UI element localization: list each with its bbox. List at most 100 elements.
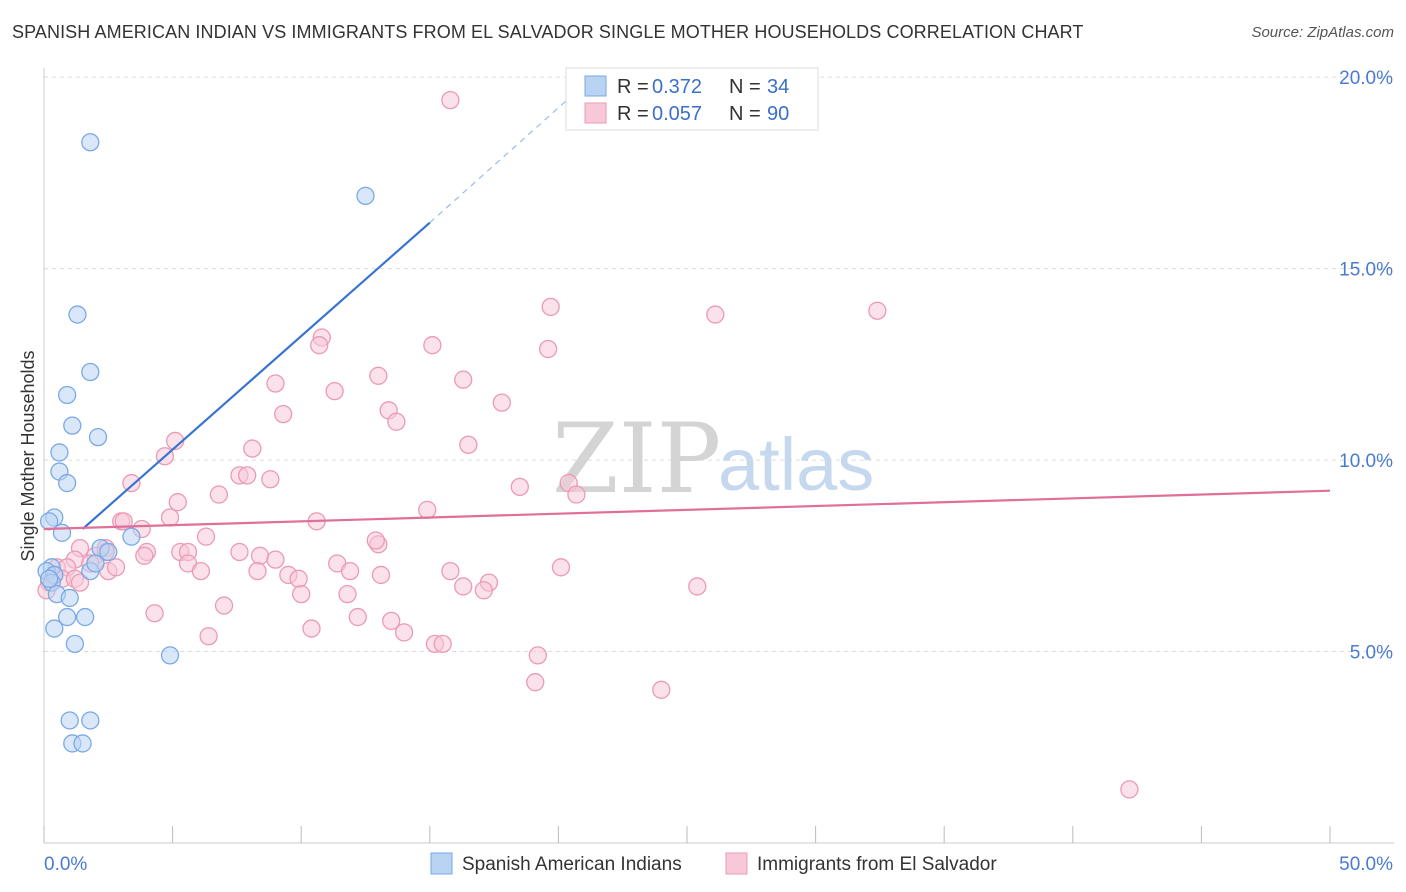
point-el-salvador-88 [70, 573, 90, 592]
legend-box: R = 0.372 N = 34 R = 0.057 N = 90 [565, 67, 819, 131]
point-spanish-american-indians-32 [86, 554, 105, 573]
y-tick-label-2: 15.0% [1339, 260, 1393, 281]
trend-line-extension-0 [429, 84, 585, 224]
point-el-salvador-29 [418, 500, 437, 520]
point-el-salvador-77 [382, 611, 401, 631]
point-el-salvador-24 [510, 477, 529, 497]
point-el-salvador-79 [394, 623, 414, 642]
y-axis-label: Single Mother Households [18, 350, 38, 561]
legend-r-label-1: R = [617, 103, 649, 125]
point-el-salvador-31 [160, 508, 180, 527]
point-el-salvador-66 [289, 569, 308, 588]
point-el-salvador-47 [266, 550, 285, 569]
legend-swatch-pink [584, 102, 607, 124]
point-el-salvador-80 [199, 627, 218, 646]
x-ticks [43, 826, 1331, 843]
point-el-salvador-85 [652, 680, 671, 699]
point-el-salvador-14 [274, 404, 293, 424]
point-el-salvador-43 [135, 546, 154, 565]
point-el-salvador-83 [528, 646, 547, 665]
point-el-salvador-46 [250, 546, 270, 565]
point-el-salvador-71 [474, 581, 493, 600]
point-spanish-american-indians-24 [76, 607, 95, 627]
point-el-salvador-54 [248, 561, 267, 581]
point-spanish-american-indians-3 [81, 362, 100, 382]
y-tick-label-3: 20.0% [1339, 68, 1393, 89]
point-spanish-american-indians-23 [57, 607, 77, 627]
point-el-salvador-2 [706, 305, 725, 324]
point-el-salvador-84 [526, 673, 545, 692]
point-el-salvador-9 [454, 370, 473, 389]
bottom-legend: Spanish American Indians Immigrants from… [430, 852, 997, 875]
x-tick-label-1: 50.0% [1339, 854, 1393, 875]
point-el-salvador-22 [122, 473, 141, 493]
watermark: ZIP atlas [552, 403, 874, 515]
trend-line-0 [81, 221, 431, 530]
point-el-salvador-60 [551, 558, 571, 577]
point-el-salvador-0 [441, 90, 460, 110]
legend-r-value-1: 0.057 [652, 103, 702, 125]
legend-n-label-1: N = [729, 103, 761, 125]
point-el-salvador-58 [106, 558, 126, 577]
point-spanish-american-indians-12 [52, 523, 72, 542]
point-el-salvador-6 [423, 336, 442, 355]
point-el-salvador-10 [266, 374, 285, 393]
point-el-salvador-86 [1120, 780, 1139, 799]
point-el-salvador-23 [261, 470, 280, 489]
point-el-salvador-21 [238, 466, 257, 485]
point-el-salvador-3 [868, 301, 887, 320]
point-el-salvador-75 [145, 604, 164, 623]
point-spanish-american-indians-25 [45, 619, 64, 638]
point-el-salvador-18 [243, 439, 262, 458]
x-tick-label-0: 0.0% [44, 854, 87, 875]
bottom-legend-label-0: Spanish American Indians [462, 854, 682, 875]
point-el-salvador-5 [310, 336, 329, 355]
trend-lines [43, 84, 1331, 531]
bottom-legend-swatch-pink [725, 852, 748, 875]
point-el-salvador-36 [366, 531, 385, 550]
y-tick-label-1: 10.0% [1339, 451, 1393, 472]
point-spanish-american-indians-22 [60, 588, 79, 608]
source-credit: Source: ZipAtlas.com [1251, 24, 1394, 41]
point-spanish-american-indians-5 [63, 416, 82, 435]
point-el-salvador-82 [433, 634, 452, 654]
point-el-salvador-72 [292, 584, 311, 604]
point-el-salvador-1 [541, 297, 560, 317]
point-el-salvador-73 [338, 584, 357, 604]
point-el-salvador-53 [191, 561, 211, 581]
point-spanish-american-indians-26 [65, 634, 85, 654]
x-tick-labels: 0.0% 50.0% [44, 854, 1393, 875]
gridlines [44, 76, 1394, 653]
trend-line-1 [43, 489, 1331, 531]
point-el-salvador-27 [209, 485, 229, 504]
point-el-salvador-11 [325, 381, 344, 401]
series-spanish-american-indians-points [37, 133, 375, 753]
legend-n-value-0: 34 [767, 76, 789, 98]
y-tick-label-0: 5.0% [1350, 643, 1393, 664]
point-el-salvador-69 [688, 577, 707, 596]
point-spanish-american-indians-13 [122, 527, 141, 546]
point-spanish-american-indians-29 [81, 711, 100, 730]
y-tick-labels: 5.0% 10.0% 15.0% 20.0% [1339, 68, 1393, 663]
point-spanish-american-indians-31 [73, 734, 92, 753]
legend-frame [565, 67, 819, 131]
point-spanish-american-indians-15 [99, 542, 118, 562]
point-spanish-american-indians-1 [356, 186, 375, 206]
chart-title: SPANISH AMERICAN INDIAN VS IMMIGRANTS FR… [12, 22, 1084, 42]
point-spanish-american-indians-28 [60, 711, 79, 730]
point-el-salvador-74 [214, 596, 234, 615]
bottom-legend-label-1: Immigrants from El Salvador [757, 854, 997, 875]
point-el-salvador-62 [371, 565, 391, 585]
point-el-salvador-12 [492, 393, 511, 412]
point-el-salvador-28 [168, 493, 187, 512]
legend-r-value-0: 0.372 [652, 76, 702, 98]
point-el-salvador-40 [230, 542, 249, 562]
point-spanish-american-indians-9 [57, 473, 77, 493]
legend-swatch-blue [584, 75, 607, 97]
point-el-salvador-78 [302, 619, 321, 638]
legend-n-label-0: N = [729, 76, 761, 98]
point-spanish-american-indians-33 [39, 569, 59, 588]
point-spanish-american-indians-7 [50, 443, 69, 462]
point-el-salvador-26 [567, 485, 586, 504]
point-el-salvador-17 [459, 435, 478, 454]
